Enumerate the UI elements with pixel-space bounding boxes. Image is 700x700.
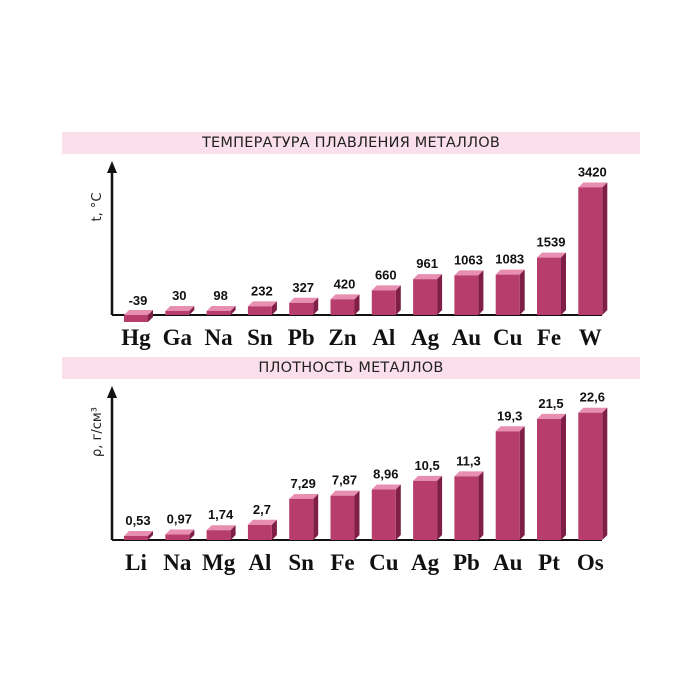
value-label-Hg: -39 <box>129 293 148 308</box>
value-label-Ga: 30 <box>172 288 186 303</box>
value-label-Sn: 7,29 <box>291 476 316 491</box>
bar-Na <box>165 529 195 540</box>
category-label-Sn: Sn <box>247 325 273 350</box>
category-label-Na: Na <box>205 325 234 350</box>
value-label-Sn: 232 <box>251 283 273 298</box>
bar-Ga <box>165 306 195 315</box>
bar-Pt <box>537 413 566 540</box>
bar-Fe <box>330 490 360 540</box>
category-label-Cu: Cu <box>369 550 399 575</box>
category-label-Na: Na <box>163 550 192 575</box>
melting-point-chart: t, °C -39 Hg 30 Ga 98 Na 232 Sn 327 Pb 420 Zn 660 Al 96… <box>90 161 608 350</box>
value-label-Pb: 11,3 <box>456 453 481 468</box>
category-label-Fe: Fe <box>330 550 354 575</box>
value-label-Pb: 327 <box>292 280 314 295</box>
category-label-Au: Au <box>452 325 482 350</box>
value-label-Na: 0,97 <box>167 512 192 527</box>
bar-Al <box>247 519 277 540</box>
y-axis-label: ρ, г/см³ <box>90 407 105 457</box>
category-label-Pb: Pb <box>453 550 480 575</box>
bar-Cu <box>495 269 525 315</box>
bar-W <box>578 182 608 315</box>
category-label-Os: Os <box>577 550 604 575</box>
category-label-Zn: Zn <box>328 325 356 350</box>
category-label-Al: Al <box>248 550 271 575</box>
bar-Sn <box>247 301 277 315</box>
chart1-title: ТЕМПЕРАТУРА ПЛАВЛЕНИЯ МЕТАЛЛОВ <box>62 132 640 154</box>
bar-Au <box>495 426 525 540</box>
category-label-Hg: Hg <box>121 325 151 350</box>
bar-Ag <box>413 274 443 315</box>
bar-Na <box>206 306 236 315</box>
category-label-Ga: Ga <box>163 325 193 350</box>
category-label-Mg: Mg <box>202 550 236 575</box>
value-label-W: 3420 <box>578 164 607 179</box>
bar-Ag <box>413 475 443 540</box>
chart2-title: ПЛОТНОСТЬ МЕТАЛЛОВ <box>62 357 640 379</box>
category-label-Cu: Cu <box>493 325 523 350</box>
category-label-Sn: Sn <box>288 550 314 575</box>
bar-Zn <box>330 294 360 315</box>
category-label-W: W <box>579 325 602 350</box>
value-label-Au: 19,3 <box>497 408 522 423</box>
value-label-Os: 22,6 <box>580 390 605 405</box>
y-axis-arrow-icon <box>107 161 117 173</box>
bar-Hg <box>124 310 153 322</box>
value-label-Zn: 420 <box>334 276 356 291</box>
value-label-Fe: 7,87 <box>332 473 357 488</box>
category-label-Pt: Pt <box>538 550 560 575</box>
bar-Li <box>124 531 153 540</box>
value-label-Ag: 961 <box>416 256 438 271</box>
value-label-Al: 2,7 <box>253 502 271 517</box>
category-label-Au: Au <box>493 550 523 575</box>
category-label-Ag: Ag <box>411 325 440 350</box>
bar-Mg <box>206 525 236 540</box>
category-label-Fe: Fe <box>537 325 561 350</box>
value-label-Ag: 10,5 <box>414 458 439 473</box>
bar-Pb <box>289 297 319 315</box>
bar-Os <box>578 407 608 540</box>
bar-Sn <box>289 493 319 540</box>
category-label-Pb: Pb <box>288 325 315 350</box>
density-chart: ρ, г/см³ 0,53 Li 0,97 Na 1,74 Mg 2,7 Al 7,29 Sn 7,8… <box>90 386 608 575</box>
y-axis-label: t, °C <box>90 193 105 222</box>
value-label-Fe: 1539 <box>537 235 566 250</box>
y-axis-arrow-icon <box>107 386 117 398</box>
bar-Fe <box>537 252 566 315</box>
bar-Cu <box>371 484 401 540</box>
bar-Pb <box>454 471 484 540</box>
category-label-Al: Al <box>372 325 395 350</box>
category-label-Li: Li <box>125 550 147 575</box>
bar-Au <box>454 270 484 315</box>
value-label-Na: 98 <box>213 288 227 303</box>
value-label-Pt: 21,5 <box>538 396 563 411</box>
value-label-Au: 1063 <box>454 252 483 267</box>
category-label-Ag: Ag <box>411 550 440 575</box>
value-label-Al: 660 <box>375 267 397 282</box>
value-label-Cu: 8,96 <box>373 467 398 482</box>
value-label-Li: 0,53 <box>125 513 150 528</box>
value-label-Cu: 1083 <box>495 252 524 267</box>
value-label-Mg: 1,74 <box>208 507 234 522</box>
bar-Al <box>371 285 401 315</box>
